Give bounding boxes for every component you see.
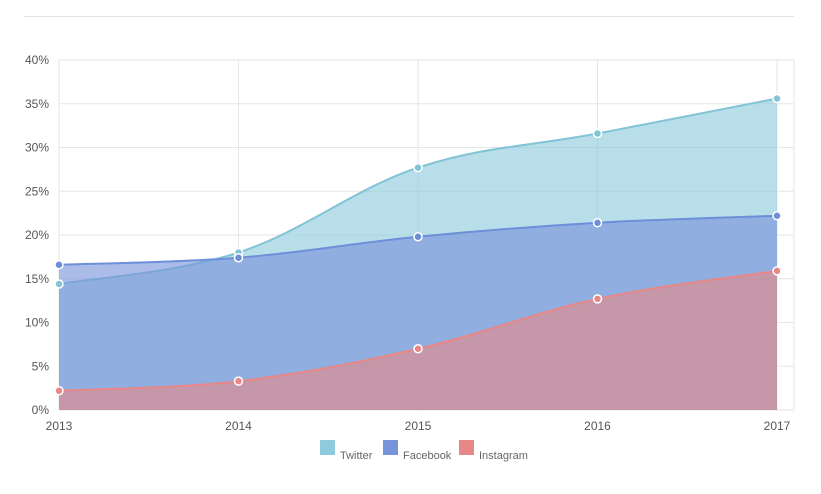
legend-label-twitter: Twitter bbox=[340, 450, 373, 462]
point-instagram-2015 bbox=[413, 344, 423, 354]
legend: Twitter Facebook Instagram bbox=[320, 440, 528, 462]
x-tick-label-2017: 2017 bbox=[764, 419, 791, 433]
axes: 0% 5% 10% 15% 20% 25% 30% 35% 40% 2013 2014 2015 201… bbox=[25, 53, 791, 433]
point-instagram-2014 bbox=[233, 376, 244, 386]
legend-label-facebook: Facebook bbox=[403, 450, 452, 462]
y-tick-label-5: 25% bbox=[25, 184, 49, 198]
point-facebook-2016 bbox=[592, 218, 603, 228]
point-twitter-2016 bbox=[592, 128, 603, 139]
point-twitter-2017 bbox=[772, 93, 782, 104]
point-twitter-2015 bbox=[413, 162, 423, 173]
legend-swatch-twitter bbox=[320, 440, 335, 455]
y-tick-label-4: 20% bbox=[25, 228, 49, 242]
y-tick-label-3: 15% bbox=[25, 272, 49, 286]
point-instagram-2017 bbox=[772, 266, 782, 276]
point-instagram-2016 bbox=[592, 294, 603, 304]
y-tick-label-6: 30% bbox=[25, 141, 49, 155]
x-tick-label-2013: 2013 bbox=[46, 419, 73, 433]
y-tick-label-7: 35% bbox=[25, 97, 49, 111]
top-divider bbox=[24, 16, 794, 17]
points bbox=[54, 93, 782, 396]
point-twitter-2013 bbox=[54, 279, 64, 289]
legend-swatch-instagram bbox=[459, 440, 474, 455]
x-tick-label-2016: 2016 bbox=[584, 419, 611, 433]
legend-swatch-facebook bbox=[383, 440, 398, 455]
x-tick-label-2015: 2015 bbox=[405, 419, 432, 433]
point-facebook-2013 bbox=[54, 260, 64, 270]
area-instagram bbox=[59, 270, 777, 410]
areas bbox=[58, 97, 778, 410]
point-facebook-2017 bbox=[772, 211, 782, 221]
y-tick-label-2: 10% bbox=[25, 316, 49, 330]
y-tick-label-1: 5% bbox=[32, 359, 50, 373]
legend-label-instagram: Instagram bbox=[479, 450, 528, 462]
x-tick-label-2014: 2014 bbox=[225, 419, 252, 433]
point-facebook-2014 bbox=[233, 253, 244, 263]
y-tick-label-0: 0% bbox=[32, 403, 50, 417]
point-facebook-2015 bbox=[413, 232, 423, 242]
point-instagram-2013 bbox=[54, 386, 64, 396]
y-tick-label-8: 40% bbox=[25, 53, 49, 67]
